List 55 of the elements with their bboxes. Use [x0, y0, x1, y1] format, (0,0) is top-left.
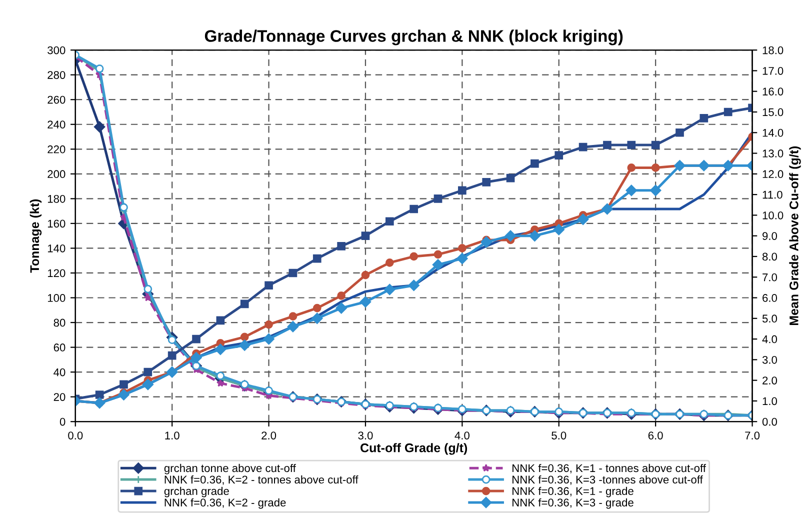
x-axis-title: Cut-off Grade (g/t): [360, 443, 468, 455]
y2-tick-label: 16.0: [762, 88, 784, 96]
y2-tick-label: 14.0: [762, 128, 784, 137]
legend-label: grchan tonne above cut-off: [164, 464, 296, 474]
x-tick-label: 0.0: [68, 432, 83, 440]
legend-label: NNK f=0.36, K=3 - grade: [512, 498, 634, 509]
y-tick-label: 0: [60, 418, 66, 426]
y2-tick-label: 11.0: [762, 190, 782, 199]
y-tick-label: 20: [54, 393, 66, 401]
y2-tick-label: 4.0: [762, 335, 778, 344]
y2-tick-label: 9.0: [762, 232, 778, 240]
y-tick-label: 160: [48, 220, 66, 228]
y-tick-label: 120: [48, 269, 66, 278]
y2-tick-label: 5.0: [762, 314, 778, 323]
y-tick-label: 220: [48, 145, 66, 154]
y2-tick-label: 17.0: [762, 66, 784, 75]
y-tick-label: 140: [48, 244, 66, 252]
y-tick-label: 300: [48, 46, 66, 54]
y2-tick-label: 0.0: [762, 418, 778, 426]
y-tick-label: 180: [48, 194, 66, 203]
y-tick-label: 260: [48, 96, 66, 104]
legend-label: NNK f=0.36, K=1 - tonnes above cut-off: [512, 464, 706, 474]
chart-title: Grade/Tonnage Curves grchan & NNK (block kriging): [204, 30, 623, 46]
y2-tick-label: 3.0: [762, 356, 778, 364]
legend-label: NNK f=0.36, K=2 - grade: [164, 498, 286, 509]
y2-tick-label: 10.0: [762, 211, 784, 220]
y-tick-label: 80: [54, 318, 66, 327]
legend-label: NNK f=0.36, K=1 - grade: [512, 486, 634, 498]
y-axis-title: Tonnage (kt): [30, 199, 42, 273]
y-tick-label: 40: [54, 368, 66, 376]
x-tick-label: 3.0: [358, 432, 373, 440]
y2-tick-label: 7.0: [762, 273, 778, 282]
y2-axis-title: Mean Grade Above Cu-off (g/t): [789, 146, 801, 326]
y-tick-label: 200: [48, 170, 66, 178]
legend-label: grchan grade: [164, 486, 229, 498]
x-tick-label: 6.0: [648, 432, 663, 440]
y-tick-label: 100: [48, 294, 66, 302]
y2-tick-label: 8.0: [762, 252, 778, 261]
x-tick-label: 2.0: [262, 432, 276, 440]
y2-tick-label: 6.0: [762, 294, 778, 302]
y2-tick-label: 15.0: [762, 108, 784, 116]
legend-label: NNK f=0.36, K=3 -tonnes above cut-off: [512, 475, 703, 485]
y2-tick-label: 1.0: [762, 397, 778, 406]
y2-tick-label: 13.0: [762, 150, 784, 158]
x-tick-label: 4.0: [454, 432, 470, 440]
y2-tick-label: 2.0: [762, 376, 778, 384]
y-tick-label: 280: [48, 71, 66, 79]
x-tick-label: 7.0: [745, 432, 760, 440]
x-tick-label: 5.0: [552, 432, 566, 440]
y2-tick-label: 12.0: [762, 170, 784, 178]
legend-label: NNK f=0.36, K=2 - tonnes above cut-off: [164, 475, 358, 485]
y-tick-label: 240: [48, 120, 66, 129]
y2-tick-label: 18.0: [762, 46, 784, 54]
y-tick-label: 60: [54, 344, 66, 352]
x-tick-label: 1.0: [165, 432, 180, 440]
